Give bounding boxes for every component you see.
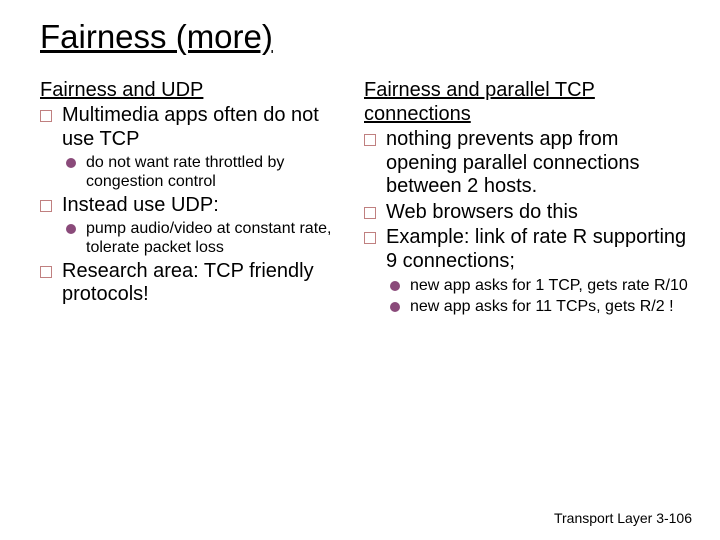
sub-item: do not want rate throttled by congestion… <box>66 153 340 191</box>
right-list: nothing prevents app from opening parall… <box>364 128 690 316</box>
list-text: Example: link of rate R supporting 9 con… <box>386 226 686 272</box>
list-item: Multimedia apps often do not use TCP do … <box>40 104 340 192</box>
list-text: nothing prevents app from opening parall… <box>386 128 640 197</box>
sub-list: pump audio/video at constant rate, toler… <box>62 219 340 257</box>
circle-bullet <box>66 158 76 168</box>
right-column: Fairness and parallel TCP connections no… <box>364 78 690 318</box>
open-square-bullet <box>40 200 52 212</box>
list-text: Research area: TCP friendly protocols! <box>62 260 314 306</box>
sub-list: do not want rate throttled by congestion… <box>62 153 340 191</box>
circle-bullet <box>66 224 76 234</box>
right-heading: Fairness and parallel TCP connections <box>364 78 690 126</box>
open-square-bullet <box>364 232 376 244</box>
left-heading: Fairness and UDP <box>40 78 340 102</box>
open-square-bullet <box>364 134 376 146</box>
sub-list: new app asks for 1 TCP, gets rate R/10 n… <box>386 276 690 316</box>
list-text: Web browsers do this <box>386 201 578 223</box>
slide-title: Fairness (more) <box>40 18 690 56</box>
open-square-bullet <box>364 207 376 219</box>
sub-item: new app asks for 11 TCPs, gets R/2 ! <box>390 297 690 316</box>
sub-item: new app asks for 1 TCP, gets rate R/10 <box>390 276 690 295</box>
circle-bullet <box>390 302 400 312</box>
open-square-bullet <box>40 110 52 122</box>
columns: Fairness and UDP Multimedia apps often d… <box>40 78 690 318</box>
circle-bullet <box>390 281 400 291</box>
sub-item: pump audio/video at constant rate, toler… <box>66 219 340 257</box>
footer-label: Transport Layer <box>554 510 652 526</box>
left-list: Multimedia apps often do not use TCP do … <box>40 104 340 307</box>
list-item: Instead use UDP: pump audio/video at con… <box>40 194 340 258</box>
list-item: Example: link of rate R supporting 9 con… <box>364 226 690 316</box>
list-item: Web browsers do this <box>364 201 690 225</box>
list-text: Multimedia apps often do not use TCP <box>62 104 319 150</box>
sub-text: pump audio/video at constant rate, toler… <box>86 220 332 256</box>
list-text: Instead use UDP: <box>62 194 219 216</box>
left-column: Fairness and UDP Multimedia apps often d… <box>40 78 340 318</box>
list-item: Research area: TCP friendly protocols! <box>40 260 340 307</box>
list-item: nothing prevents app from opening parall… <box>364 128 690 199</box>
slide-footer: Transport Layer 3-106 <box>554 510 692 526</box>
sub-text: new app asks for 11 TCPs, gets R/2 ! <box>410 298 674 315</box>
sub-text: new app asks for 1 TCP, gets rate R/10 <box>410 277 688 294</box>
footer-page: 3-106 <box>656 510 692 526</box>
sub-text: do not want rate throttled by congestion… <box>86 154 284 190</box>
open-square-bullet <box>40 266 52 278</box>
